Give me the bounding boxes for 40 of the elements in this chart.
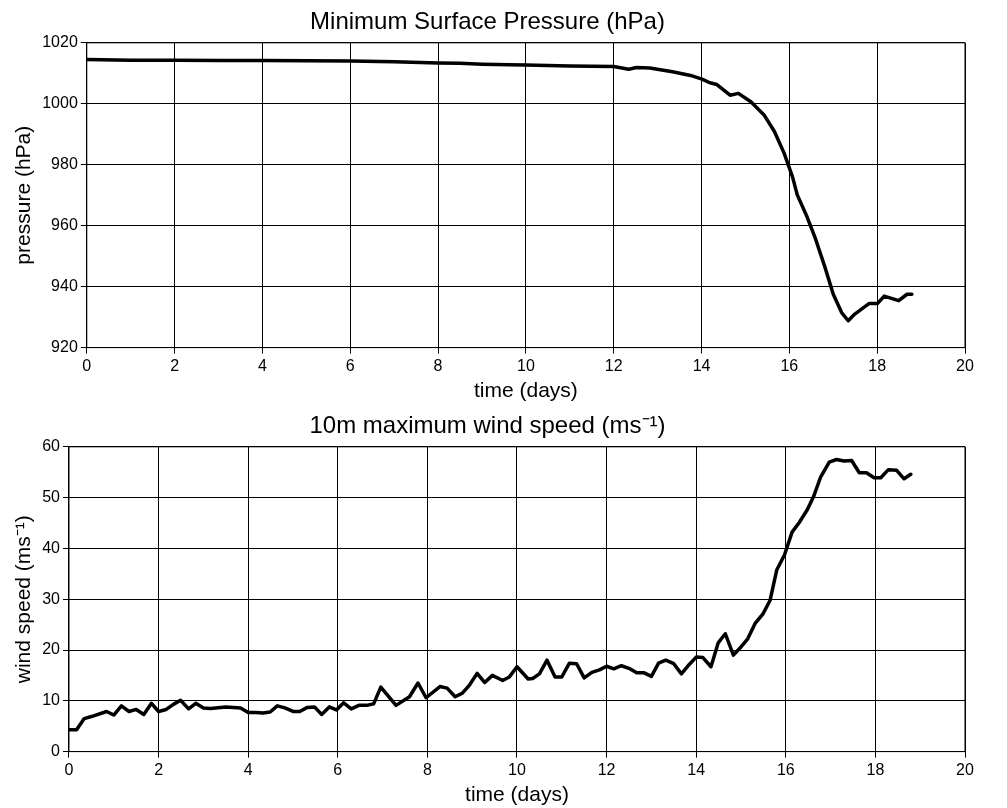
x-tick-label: 8 xyxy=(433,356,443,374)
y-tick-label: 920 xyxy=(51,338,78,356)
x-tick-label: 2 xyxy=(170,356,180,374)
x-axis-title: time (days) xyxy=(465,782,569,806)
y-tick-label: 30 xyxy=(42,589,61,607)
y-tick-label: 20 xyxy=(42,640,61,658)
x-tick-label: 6 xyxy=(345,356,355,374)
y-axis-title: wind speed (ms⁻¹) xyxy=(11,515,35,685)
y-tick-label: 980 xyxy=(51,155,78,173)
x-tick-label: 10 xyxy=(508,760,526,778)
y-tick-label: 50 xyxy=(42,488,61,506)
x-tick-label: 16 xyxy=(776,760,795,778)
x-tick-label: 8 xyxy=(422,760,432,778)
x-axis-title: time (days) xyxy=(473,378,578,402)
chart-title: Minimum Surface Pressure (hPa) xyxy=(310,7,665,35)
x-tick-label: 14 xyxy=(687,760,706,778)
y-tick-label: 940 xyxy=(51,277,78,295)
y-axis-title: pressure (hPa) xyxy=(11,125,35,265)
x-tick-label: 0 xyxy=(82,356,92,374)
y-tick-label: 40 xyxy=(42,538,61,556)
y-tick-label: 1020 xyxy=(42,33,78,51)
x-tick-label: 4 xyxy=(243,760,253,778)
y-tick-label: 1000 xyxy=(42,94,78,112)
chart-title: 10m maximum wind speed (ms⁻¹) xyxy=(309,411,666,439)
x-tick-label: 20 xyxy=(956,356,974,374)
x-tick-label: 14 xyxy=(692,356,711,374)
x-tick-label: 16 xyxy=(780,356,799,374)
x-tick-label: 18 xyxy=(868,356,887,374)
y-tick-label: 0 xyxy=(51,742,61,760)
x-tick-label: 12 xyxy=(604,356,623,374)
x-tick-label: 12 xyxy=(597,760,616,778)
x-tick-label: 6 xyxy=(333,760,343,778)
y-tick-label: 960 xyxy=(51,216,78,234)
x-tick-label: 2 xyxy=(154,760,164,778)
x-tick-label: 10 xyxy=(517,356,535,374)
x-tick-label: 18 xyxy=(866,760,885,778)
x-tick-label: 4 xyxy=(257,356,267,374)
x-tick-label: 20 xyxy=(956,760,974,778)
y-tick-label: 60 xyxy=(42,437,61,455)
y-tick-label: 10 xyxy=(42,691,61,709)
